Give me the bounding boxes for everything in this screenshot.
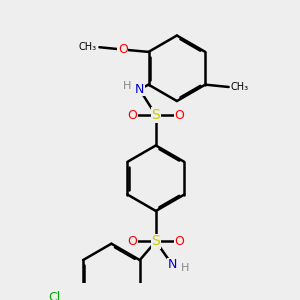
Text: O: O <box>128 109 137 122</box>
Text: H: H <box>122 81 131 91</box>
Text: O: O <box>128 235 137 248</box>
Text: H: H <box>181 263 189 273</box>
Text: Cl: Cl <box>49 291 61 300</box>
Text: S: S <box>152 234 160 248</box>
Text: CH₃: CH₃ <box>231 82 249 92</box>
Text: O: O <box>174 109 184 122</box>
Text: CH₃: CH₃ <box>79 42 97 52</box>
Text: N: N <box>135 83 144 96</box>
Text: N: N <box>167 258 177 271</box>
Text: O: O <box>174 235 184 248</box>
Text: S: S <box>152 108 160 122</box>
Text: O: O <box>118 43 128 56</box>
